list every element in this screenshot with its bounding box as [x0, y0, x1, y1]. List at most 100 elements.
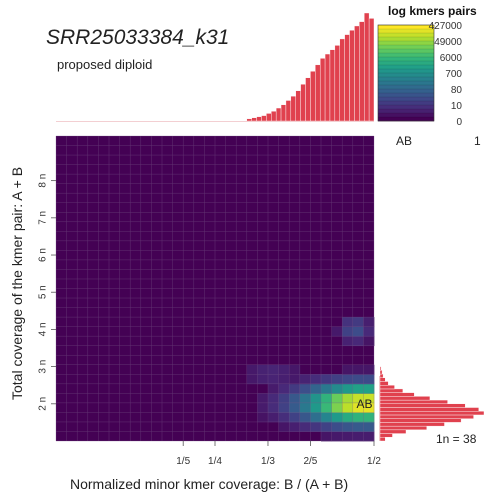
- heatmap-cell: [342, 326, 354, 337]
- top-histogram-bar: [359, 21, 365, 122]
- right-histogram-bar: [379, 407, 480, 412]
- legend-label: 80: [451, 85, 463, 96]
- legend-color-step: [378, 117, 434, 122]
- legend-color-step: [378, 73, 434, 78]
- legend-color-step: [378, 61, 434, 66]
- top-histogram-bar: [285, 100, 292, 122]
- legend-color-step: [378, 93, 434, 98]
- legend-title: log kmers pairs: [388, 4, 477, 18]
- heatmap-cell: [331, 431, 343, 442]
- legend-colorbar-frame: [377, 24, 435, 122]
- right-histogram-bar: [379, 429, 407, 434]
- smudge-label: AB: [356, 397, 372, 411]
- legend-color-step: [378, 53, 434, 58]
- top-histogram-bar: [295, 90, 301, 122]
- heatmap-cell: [352, 317, 364, 328]
- heatmap-cell: [342, 317, 354, 328]
- heatmap-cell: [310, 412, 322, 423]
- legend-color-step: [378, 69, 434, 74]
- heatmap-cells: [246, 317, 375, 442]
- right-histogram: [379, 366, 485, 442]
- legend-label: 0: [456, 117, 462, 128]
- heatmap-cell: [342, 412, 354, 423]
- heatmap-cell: [299, 374, 311, 385]
- smudge-summary-fraction: 1: [474, 134, 481, 148]
- legend-label: 6000: [440, 53, 463, 64]
- heatmap-cell: [257, 364, 269, 375]
- heatmap-cell: [246, 374, 258, 385]
- x-axis-label: Normalized minor kmer coverage: B / (A +…: [70, 476, 349, 492]
- top-histogram-bar: [251, 117, 257, 122]
- top-histogram-bar: [275, 107, 282, 122]
- top-histogram: [246, 12, 375, 122]
- heatmap-cell: [342, 383, 354, 394]
- heatmap-cell: [352, 326, 364, 337]
- top-histogram-bar: [271, 111, 277, 122]
- heatmap-cell: [363, 364, 375, 375]
- heatmap-cell: [246, 364, 258, 375]
- heatmap-cell: [342, 336, 354, 347]
- heatmap-grid: [55, 135, 375, 442]
- heatmap-cell: [278, 402, 290, 413]
- heatmap-cell: [299, 421, 311, 432]
- x-tick-label: 1/3: [261, 456, 275, 467]
- heatmap-cell: [268, 383, 279, 394]
- heatmap-cell: [299, 383, 311, 394]
- heatmap-cell: [321, 412, 332, 423]
- right-histogram-bar: [379, 414, 474, 419]
- legend-color-step: [378, 105, 434, 110]
- heatmap-cell: [289, 421, 301, 432]
- heatmap-cell: [310, 393, 322, 404]
- heatmap-cell: [321, 431, 332, 442]
- top-histogram-bar: [290, 95, 296, 122]
- top-histogram-bar: [364, 12, 370, 122]
- legend-color-step: [378, 37, 434, 42]
- top-histogram-bar: [354, 25, 360, 122]
- heatmap-cell: [363, 393, 375, 404]
- legend-label: 427000: [429, 21, 463, 32]
- heatmap-cell: [331, 402, 343, 413]
- y-tick-label: 6 n: [38, 248, 49, 262]
- heatmap-cell: [321, 421, 332, 432]
- legend-color-step: [378, 113, 434, 118]
- top-histogram-bar: [368, 18, 375, 122]
- heatmap-cell: [342, 374, 354, 385]
- right-histogram-bar: [379, 370, 383, 375]
- smudge-summary-label: AB: [396, 134, 413, 148]
- legend-label: 49000: [434, 37, 462, 48]
- heatmap-cell: [363, 326, 375, 337]
- heatmap-cell: [363, 374, 375, 385]
- legend-color-step: [378, 45, 434, 50]
- y-tick-label: 2 n: [38, 397, 49, 411]
- heatmap-cell: [268, 393, 279, 404]
- top-histogram-bar: [261, 115, 267, 122]
- heatmap-cell: [352, 431, 364, 442]
- legend-color-step: [378, 25, 434, 30]
- heatmap-cell: [363, 421, 375, 432]
- heatmap-cell: [363, 402, 375, 413]
- right-histogram-bar: [379, 388, 404, 393]
- heatmap-cell: [299, 402, 311, 413]
- legend-label: 10: [451, 101, 463, 112]
- right-histogram-bar: [379, 373, 384, 378]
- right-histogram-bar: [379, 381, 389, 386]
- right-histogram-bar: [379, 392, 415, 397]
- legend-color-step: [378, 29, 434, 34]
- heatmap-cell: [342, 364, 354, 375]
- right-histogram-bar: [379, 366, 382, 371]
- heatmap-cell: [352, 374, 364, 385]
- heatmap-cell: [268, 402, 279, 413]
- heatmap-cell: [331, 383, 343, 394]
- legend-color-step: [378, 41, 434, 46]
- x-tick-label: 1/4: [208, 456, 222, 467]
- heatmap-cell: [363, 383, 375, 394]
- heatmap-cell: [310, 383, 322, 394]
- heatmap-cell: [278, 393, 290, 404]
- right-histogram-bar: [379, 411, 485, 416]
- heatmap-cell: [363, 317, 375, 328]
- y-tick-label: 4 n: [38, 322, 49, 336]
- right-histogram-bar: [379, 403, 466, 408]
- top-histogram-bar: [329, 49, 336, 122]
- top-histogram-bar: [300, 84, 306, 122]
